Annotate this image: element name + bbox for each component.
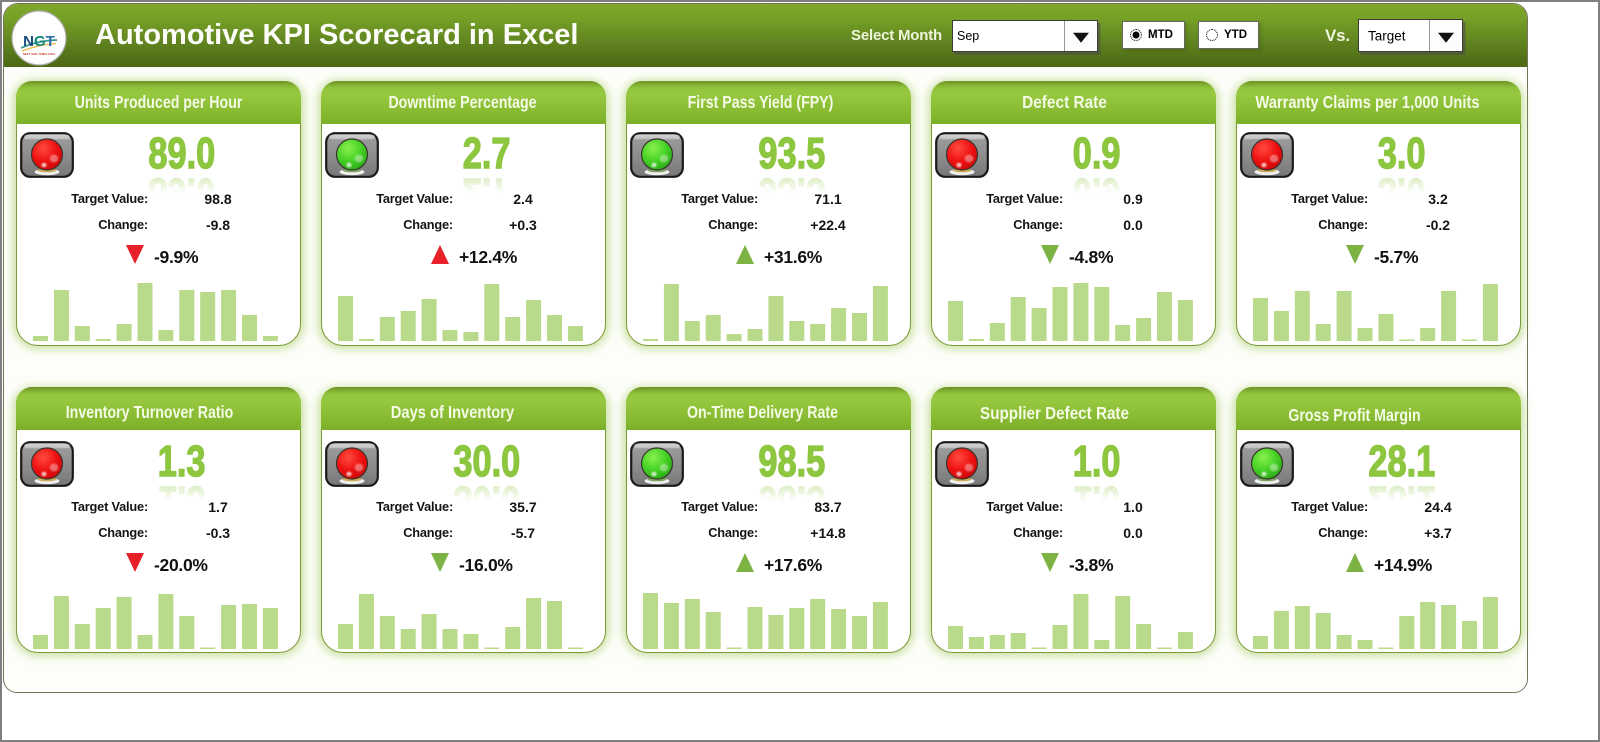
svg-text:NGT: NGT <box>23 33 55 50</box>
svg-text:NEXT GEN TEMPLATES: NEXT GEN TEMPLATES <box>23 52 55 56</box>
